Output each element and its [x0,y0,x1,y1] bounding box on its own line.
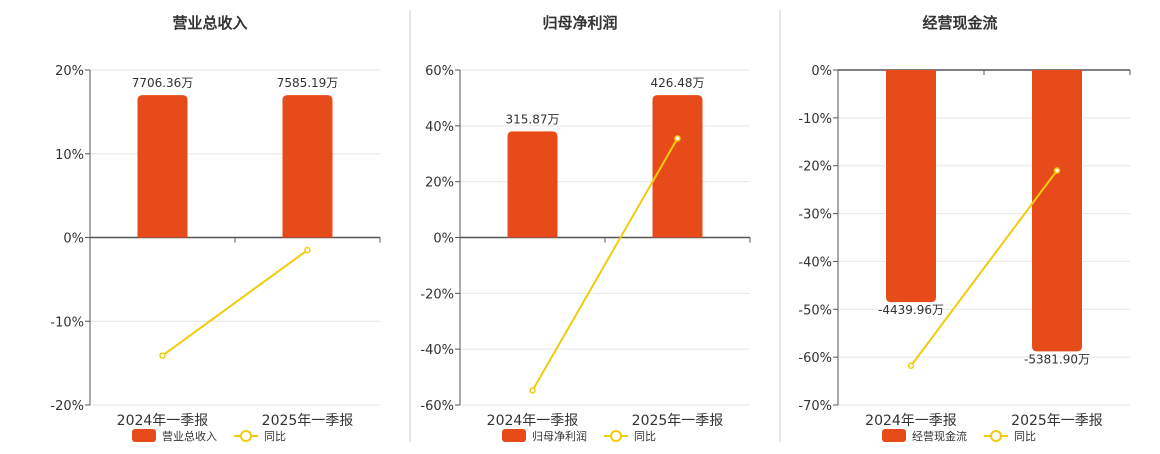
x-tick-label: 2025年一季报 [262,413,354,429]
y-tick-label: 0% [63,232,84,247]
bar-value-label: 426.48万 [651,76,705,90]
yoy-point [674,135,681,142]
bar-value-label: 7706.36万 [132,76,194,90]
y-tick-label: -60% [798,351,832,366]
legend-bar-label: 营业总收入 [162,429,217,443]
x-tick-label: 2025年一季报 [1011,413,1103,429]
y-tick-label: 40% [425,120,454,135]
chart-panel-1: 营业总收入 20% 10% 0% -10% -20% 7706.36万 7585.19万 202… [50,14,381,443]
y-tick-label: 20% [55,64,84,79]
y-tick-label: 60% [425,64,454,79]
yoy-line [531,137,679,391]
x-tick-label: 2025年一季报 [632,413,724,429]
yoy-point [304,246,311,254]
y-tick-label: -40% [798,255,832,270]
chart-title: 营业总收入 [172,14,247,32]
yoy-line [161,249,309,357]
x-tick-label: 2024年一季报 [487,413,579,429]
y-tick-label: -10% [798,112,832,127]
y-tick-label: -60% [420,399,454,414]
bar-value-label: 315.87万 [506,112,560,126]
y-tick-label: -50% [798,303,832,318]
bar [507,131,558,238]
y-tick-label: -20% [420,287,454,302]
bar-value-label: -4439.96万 [878,303,944,317]
y-tick-label: -70% [798,399,832,414]
y-tick-label: 10% [55,148,84,163]
bar [652,95,703,238]
legend-line-marker [990,430,1002,442]
y-tick-label: 0% [433,232,454,247]
yoy-point [907,362,915,370]
legend-bar-swatch [132,429,156,442]
bar [1032,70,1082,352]
bar [886,70,936,303]
y-tick-label: -40% [420,343,454,358]
yoy-point [1053,167,1061,174]
legend-line-marker [240,430,252,442]
x-tick-label: 2024年一季报 [117,413,209,429]
y-tick-label: 0% [811,64,832,79]
x-tick-label: 2024年一季报 [865,413,957,429]
yoy-point [529,387,536,394]
legend-line-label: 同比 [264,430,286,443]
legend-bar-label: 经营现金流 [912,429,967,443]
bar-value-label: -5381.90万 [1024,352,1090,366]
legend-bar-swatch [502,429,526,442]
y-tick-label: -20% [798,160,832,175]
bar [282,95,333,238]
y-tick-label: -30% [798,208,832,223]
chart-panel-2: 归母净利润 60% 40% 20% 0% -20% -40% -60% 315.87万 426.4… [420,14,751,443]
legend-line-label: 同比 [1014,430,1036,443]
bar [137,95,188,238]
y-tick-label: -20% [50,399,84,414]
chart-title: 经营现金流 [922,14,997,32]
y-tick-label: -10% [50,315,84,330]
yoy-point [159,352,166,359]
legend-line-marker [610,430,622,442]
bar-value-label: 7585.19万 [277,76,339,90]
y-tick-label: 20% [425,176,454,191]
legend-bar-label: 归母净利润 [532,429,587,443]
legend-bar-swatch [882,429,906,442]
legend-line-label: 同比 [634,430,656,443]
chart-title: 归母净利润 [542,14,617,32]
yoy-line [910,169,1058,367]
chart-panel-3: 经营现金流 0% -10% -20% -30% -40% -50% -60% -70% -4439… [798,14,1131,443]
